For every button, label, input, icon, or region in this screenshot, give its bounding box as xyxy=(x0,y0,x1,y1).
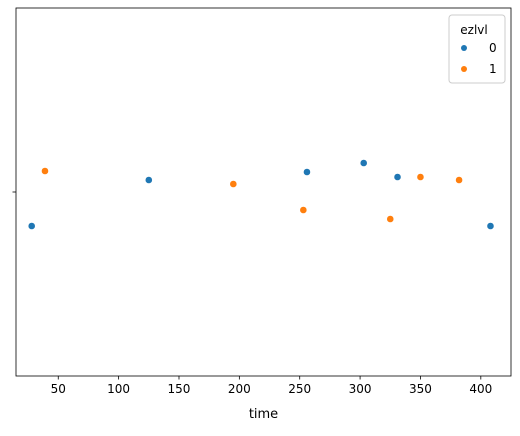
x-tick-label: 50 xyxy=(51,382,66,396)
legend-marker-1 xyxy=(461,66,467,72)
scatter-point-series-0 xyxy=(145,176,153,184)
legend-box xyxy=(448,14,506,84)
x-axis-label: time xyxy=(249,407,278,422)
scatter-point-series-1 xyxy=(455,176,463,184)
scatter-point-series-1 xyxy=(230,180,237,188)
scatter-point-series-0 xyxy=(487,222,494,230)
scatter-point-series-1 xyxy=(386,215,394,223)
x-axis-ticks: 50 100 150 200 250 300 350 400 xyxy=(51,376,492,396)
legend-label-0: 0 xyxy=(489,41,497,55)
scatter-point-series-1 xyxy=(41,167,49,175)
scatter-points xyxy=(28,159,494,230)
legend: ezlvl 0 1 xyxy=(448,14,506,84)
x-tick-label: 300 xyxy=(349,382,372,396)
legend-title: ezlvl xyxy=(460,23,487,37)
scatter-point-series-1 xyxy=(300,206,307,214)
x-tick-label: 150 xyxy=(168,382,191,396)
legend-label-1: 1 xyxy=(489,62,497,76)
scatter-point-series-0 xyxy=(303,168,311,176)
x-tick-label: 100 xyxy=(107,382,130,396)
x-tick-label: 250 xyxy=(288,382,311,396)
x-tick-label: 200 xyxy=(228,382,251,396)
plot-frame xyxy=(15,7,512,377)
plot-area: 50 100 150 200 250 300 350 400 xyxy=(12,7,512,396)
x-tick-label: 350 xyxy=(409,382,432,396)
scatter-point-series-0 xyxy=(394,173,401,181)
scatter-point-series-0 xyxy=(28,222,35,230)
x-tick-label: 400 xyxy=(469,382,492,396)
legend-marker-0 xyxy=(461,45,467,51)
scatter-point-series-1 xyxy=(417,173,424,181)
scatter-point-series-0 xyxy=(360,159,368,167)
